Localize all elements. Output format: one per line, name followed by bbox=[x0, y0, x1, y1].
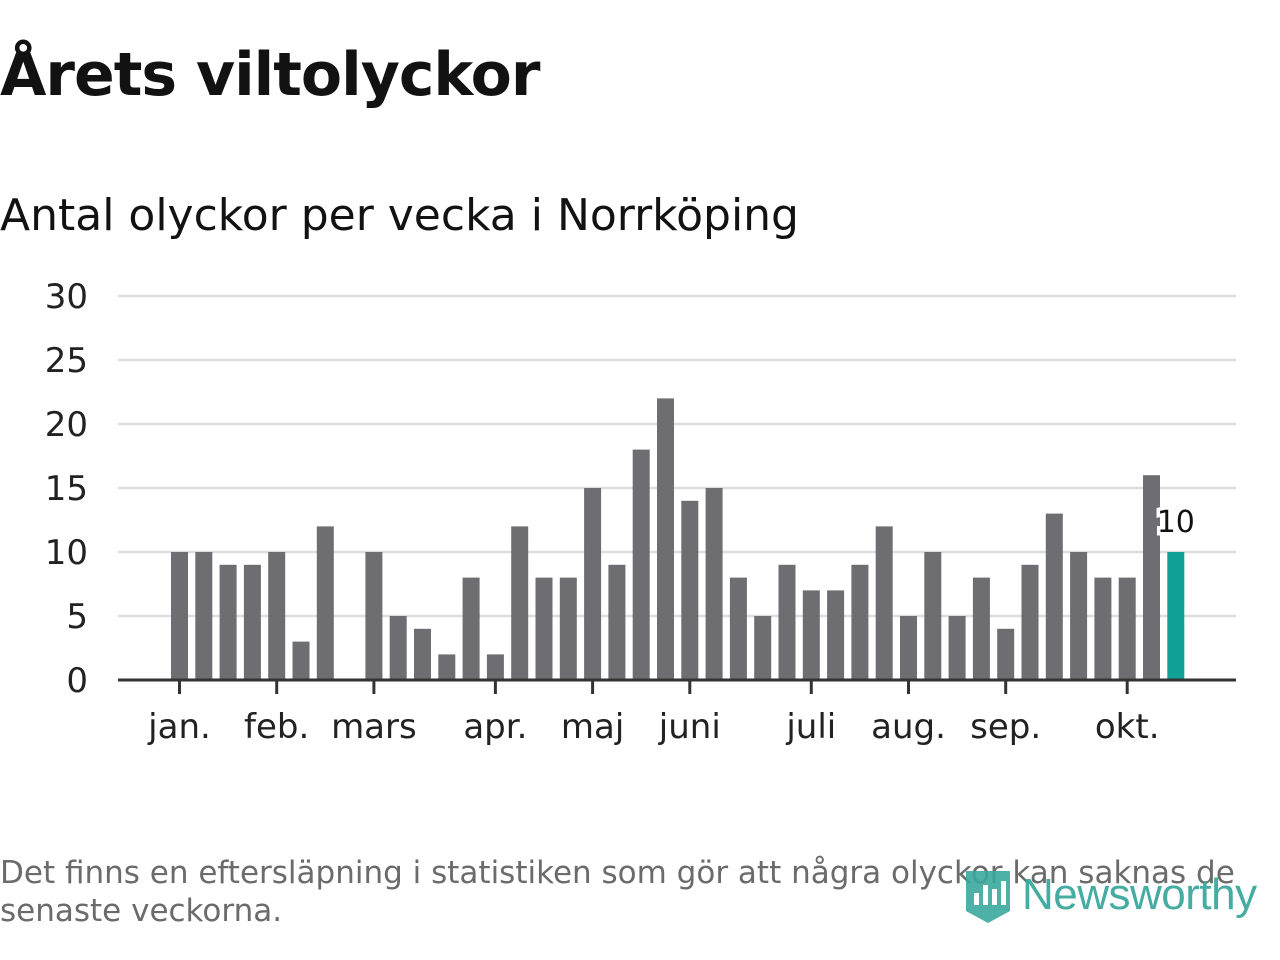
x-tick-label: jan. bbox=[147, 707, 211, 747]
bar bbox=[997, 628, 1015, 680]
x-tick-label: juni bbox=[658, 707, 721, 747]
bar bbox=[924, 552, 942, 680]
bar bbox=[1118, 577, 1136, 680]
y-tick-label: 25 bbox=[45, 341, 88, 381]
y-tick-label: 20 bbox=[45, 405, 88, 445]
y-tick-label: 10 bbox=[45, 533, 88, 573]
bar bbox=[316, 526, 334, 680]
bar bbox=[438, 654, 456, 680]
bar bbox=[268, 552, 286, 680]
bar bbox=[243, 564, 261, 680]
x-tick-label: juli bbox=[785, 707, 836, 747]
x-tick-label: okt. bbox=[1095, 707, 1160, 747]
bar bbox=[559, 577, 577, 680]
bar bbox=[171, 552, 188, 680]
bar bbox=[705, 488, 723, 680]
bar bbox=[778, 564, 796, 680]
bar-chart: 0 5 10 15 20 25 30 jan. feb. mars apr. maj juni juli… bbox=[45, 277, 1236, 747]
bar bbox=[584, 488, 602, 680]
bar bbox=[900, 616, 917, 680]
footnote: Det finns en eftersläpning i statistiken… bbox=[0, 855, 1235, 929]
x-tick-label: maj bbox=[561, 707, 624, 747]
bar bbox=[802, 590, 820, 680]
x-axis-ticks: jan. feb. mars apr. maj juni juli aug. sep. okt. bbox=[147, 680, 1160, 747]
bar bbox=[535, 577, 553, 680]
bar bbox=[851, 564, 869, 680]
bar bbox=[414, 628, 431, 680]
bar-highlight bbox=[1167, 552, 1185, 680]
bar bbox=[389, 616, 407, 680]
y-axis-ticks: 0 5 10 15 20 25 30 bbox=[45, 277, 88, 701]
x-tick-label: apr. bbox=[463, 707, 527, 747]
bar bbox=[1045, 513, 1063, 680]
bar bbox=[657, 398, 674, 680]
bar bbox=[1094, 577, 1112, 680]
bars bbox=[171, 398, 1185, 680]
bar bbox=[1021, 564, 1039, 680]
bar bbox=[1143, 475, 1160, 680]
bar bbox=[875, 526, 893, 680]
bar bbox=[292, 641, 310, 680]
newsworthy-logo-text: Newsworthy bbox=[1022, 870, 1257, 919]
bar bbox=[1070, 552, 1088, 680]
data-labels: 10 bbox=[1153, 502, 1198, 544]
bar bbox=[972, 577, 990, 680]
bar bbox=[948, 616, 966, 680]
y-tick-label: 15 bbox=[45, 469, 88, 509]
x-tick-label: aug. bbox=[871, 707, 946, 747]
bar bbox=[681, 500, 699, 680]
bar bbox=[462, 577, 480, 680]
bar bbox=[729, 577, 747, 680]
newsworthy-logo: Newsworthy bbox=[962, 862, 1280, 928]
chart-subtitle: Antal olyckor per vecka i Norrköping bbox=[0, 190, 799, 241]
bar bbox=[827, 590, 845, 680]
bar bbox=[754, 616, 772, 680]
chart-title: Årets viltolyckor bbox=[0, 40, 540, 110]
x-tick-label: sep. bbox=[970, 707, 1041, 747]
gridlines bbox=[118, 294, 1236, 618]
bar bbox=[608, 564, 626, 680]
bar bbox=[195, 552, 213, 680]
x-tick-label: feb. bbox=[244, 707, 309, 747]
bar bbox=[632, 449, 650, 680]
newsworthy-logo-icon bbox=[966, 871, 1010, 923]
y-tick-label: 0 bbox=[66, 661, 88, 701]
bar bbox=[486, 654, 504, 680]
bar bbox=[365, 552, 383, 680]
highlight-value-label: 10 bbox=[1157, 505, 1195, 540]
y-tick-label: 30 bbox=[45, 277, 88, 317]
x-tick-label: mars bbox=[331, 707, 417, 747]
y-tick-label: 5 bbox=[66, 597, 88, 637]
bar bbox=[219, 564, 237, 680]
bar bbox=[511, 526, 529, 680]
